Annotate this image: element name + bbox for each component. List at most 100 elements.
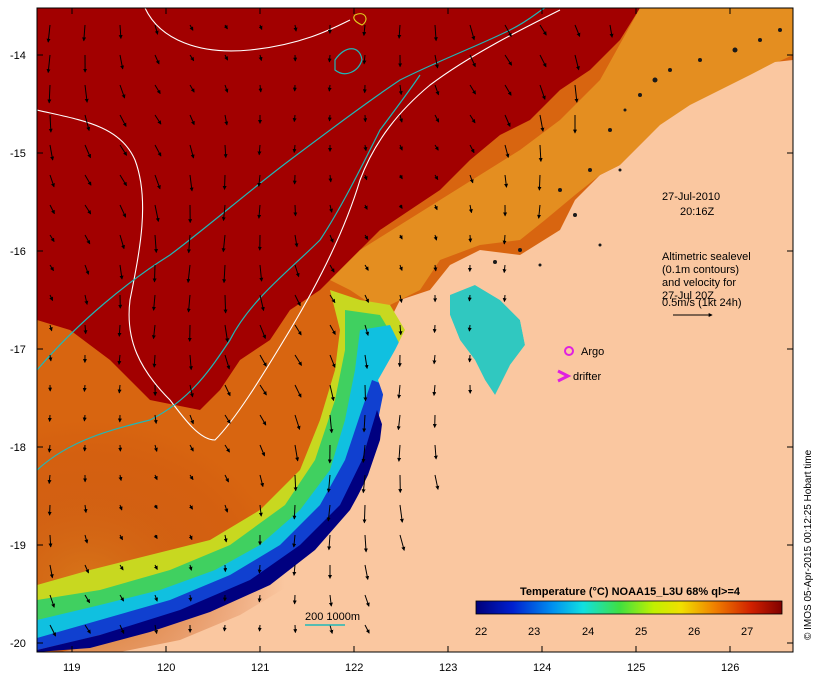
velocity-arrow <box>399 114 403 123</box>
velocity-arrow <box>119 564 124 571</box>
velocity-arrow <box>294 444 300 462</box>
velocity-arrow <box>221 234 226 253</box>
velocity-arrow <box>224 354 231 370</box>
colorbar-tick: 23 <box>528 626 540 638</box>
velocity-arrow <box>221 204 226 222</box>
velocity-arrow <box>294 354 302 366</box>
velocity-arrow <box>539 24 547 36</box>
velocity-arrow <box>398 324 403 336</box>
velocity-arrow <box>361 474 366 494</box>
velocity-arrow <box>189 384 194 398</box>
velocity-arrow <box>84 624 91 634</box>
velocity-arrow <box>434 144 439 151</box>
velocity-arrow <box>84 594 91 604</box>
velocity-arrow <box>224 114 229 126</box>
colorbar-tick: 26 <box>688 626 700 638</box>
velocity-arrow <box>574 24 581 38</box>
argo-marker <box>564 346 574 356</box>
velocity-arrow <box>434 54 439 69</box>
velocity-arrow <box>609 24 614 38</box>
velocity-arrow <box>118 504 123 511</box>
velocity-arrow <box>537 204 542 219</box>
velocity-arrow <box>364 324 370 336</box>
velocity-arrow <box>84 534 89 544</box>
velocity-arrow <box>47 474 52 485</box>
velocity-arrow <box>188 594 193 602</box>
velocity-arrow <box>398 234 403 240</box>
velocity-arrow <box>84 564 89 574</box>
velocity-arrow <box>119 594 125 602</box>
velocity-arrow <box>363 534 368 553</box>
velocity-arrow <box>363 144 368 152</box>
velocity-arrow <box>153 444 158 452</box>
velocity-arrow <box>398 174 403 180</box>
velocity-arrow <box>294 264 300 278</box>
velocity-arrow <box>468 234 473 243</box>
velocity-arrow <box>119 144 128 156</box>
velocity-arrow <box>82 414 87 422</box>
velocity-arrow <box>119 234 125 250</box>
velocity-arrow <box>539 84 546 100</box>
velocity-arrow <box>186 294 191 313</box>
velocity-arrow <box>433 204 438 211</box>
velocity-arrow <box>432 354 437 365</box>
velocity-arrow <box>119 84 126 99</box>
velocity-arrow <box>188 534 193 541</box>
velocity-arrow <box>329 354 336 368</box>
colorbar-tick: 27 <box>741 626 753 638</box>
velocity-arrow <box>469 54 476 68</box>
velocity-arrow <box>84 84 89 103</box>
velocity-arrow <box>259 294 265 312</box>
argo-label: Argo <box>581 346 604 358</box>
lon-label: 119 <box>63 662 81 674</box>
velocity-arrow <box>118 24 123 40</box>
velocity-arrow <box>539 54 547 68</box>
velocity-arrow <box>48 114 53 133</box>
velocity-arrow <box>539 114 545 132</box>
velocity-arrow <box>84 294 89 305</box>
velocity-arrow <box>153 474 158 481</box>
velocity-arrow <box>189 54 195 62</box>
velocity-arrow <box>117 354 122 365</box>
velocity-arrow <box>434 114 440 123</box>
velocity-arrow <box>189 414 194 425</box>
velocity-arrow <box>504 174 509 188</box>
velocity-arrow <box>502 264 507 274</box>
velocity-arrow <box>397 384 402 399</box>
velocity-arrow <box>294 414 301 431</box>
velocity-arrow <box>504 84 512 96</box>
velocity-legend: Altimetric sealevel (0.1m contours) and … <box>662 251 751 309</box>
velocity-arrow <box>189 144 195 159</box>
velocity-arrow <box>364 564 370 581</box>
lon-label: 122 <box>345 662 363 674</box>
velocity-arrow <box>47 444 52 453</box>
velocity-arrow <box>433 24 438 42</box>
map-plot-area <box>37 8 793 652</box>
velocity-arrow <box>119 114 127 127</box>
velocity-arrow <box>154 174 161 190</box>
velocity-arrow <box>224 414 231 424</box>
velocity-arrow <box>574 84 579 103</box>
velocity-arrow <box>258 54 263 62</box>
velocity-arrow <box>117 324 122 337</box>
velocity-arrow <box>118 474 123 482</box>
velocity-arrow <box>49 564 54 579</box>
velocity-arrow <box>84 264 90 275</box>
plot-frame <box>36 7 794 653</box>
coastline-land <box>120 60 793 652</box>
velocity-arrow <box>259 444 266 457</box>
velocity-arrow <box>259 264 264 282</box>
velocity-arrow <box>361 444 366 463</box>
colorbar: Temperature (°C) NOAA15_L3U 68% ql>=4 22… <box>475 586 783 638</box>
velocity-arrow <box>329 264 335 273</box>
velocity-arrow <box>397 444 402 462</box>
velocity-arrow <box>257 174 262 187</box>
velocity-arrow <box>224 324 230 343</box>
velocity-arrow <box>259 474 265 488</box>
velocity-arrow <box>224 444 230 453</box>
velocity-arrow <box>327 84 332 92</box>
velocity-arrow <box>329 204 333 213</box>
velocity-arrow <box>399 504 404 523</box>
velocity-arrow <box>83 324 88 335</box>
velocity-arrow <box>48 354 53 362</box>
